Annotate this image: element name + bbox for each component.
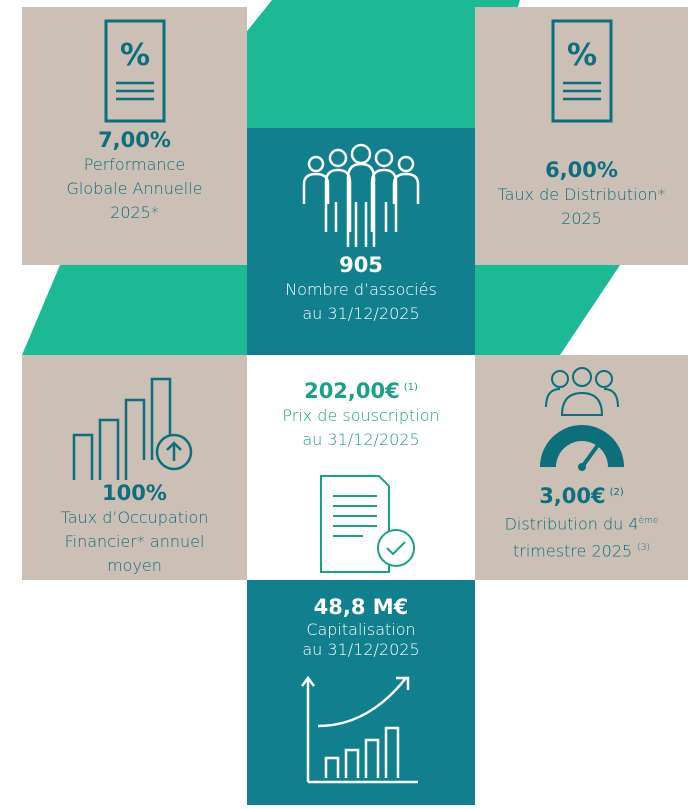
tile-performance: % 7,00% Performance Globale Annuelle 2025* (22, 7, 247, 265)
text: (1) (403, 382, 418, 393)
label: Capitalisation au 31/12/2025 (247, 620, 475, 660)
label: Taux d’Occupation Financier* annuel moyen (22, 506, 247, 578)
tile-capitalisation: 48,8 M€ Capitalisation au 31/12/2025 (247, 580, 475, 805)
text: Performance (83, 155, 186, 174)
text: (3) (637, 543, 651, 554)
text: au 31/12/2025 (302, 430, 420, 449)
text: (2) (609, 487, 624, 498)
value: 202,00€ (1) (247, 375, 475, 404)
text: Nombre d’associés (285, 280, 437, 299)
label: Nombre d’associés au 31/12/2025 (247, 278, 475, 326)
value: 3,00€ (2) (475, 480, 688, 509)
label: Distribution du 4ème trimestre 2025 (3) (475, 509, 688, 564)
value: 100% (102, 481, 167, 505)
value: 7,00% (98, 128, 171, 152)
text: Globale Annuelle (66, 179, 203, 198)
tile-distribution-t4: 3,00€ (2) Distribution du 4ème trimestre 2… (475, 355, 688, 580)
gauge-icon (539, 367, 624, 471)
text: 202,00€ (304, 379, 400, 403)
label: Taux de Distribution* 2025 (475, 183, 688, 231)
tile-prix: 202,00€ (1) Prix de souscription au 31/12/… (247, 355, 475, 580)
text: Taux de Distribution* (497, 185, 666, 204)
tile-associes: 905 Nombre d’associés au 31/12/2025 (247, 128, 475, 355)
text: Capitalisation (306, 620, 416, 639)
text: trimestre 2025 (512, 541, 633, 561)
value: 48,8 M€ (313, 595, 409, 619)
svg-text:%: % (566, 38, 596, 73)
text: Financier* annuel (64, 532, 205, 551)
value: 905 (339, 253, 383, 277)
text: Prix de souscription (282, 406, 440, 425)
label: Prix de souscription au 31/12/2025 (247, 404, 475, 452)
text: au 31/12/2025 (302, 640, 420, 659)
text: ème (638, 516, 659, 526)
document-icon (320, 475, 415, 573)
growth-icon (301, 675, 418, 784)
text: moyen (107, 556, 162, 575)
text: Distribution du 4 (504, 514, 639, 534)
text: 3,00€ (539, 484, 606, 508)
text: 2025* (110, 203, 159, 222)
people-icon (302, 143, 420, 247)
percent-icon: % (551, 19, 612, 123)
text: Taux d’Occupation (60, 508, 209, 527)
tile-distribution: % 6,00% Taux de Distribution* 2025 (475, 7, 688, 265)
label: Performance Globale Annuelle 2025* (22, 153, 247, 225)
value: 6,00% (545, 158, 618, 182)
text: 2025 (561, 209, 602, 228)
percent-icon: % (104, 19, 165, 123)
bars-icon (72, 377, 192, 480)
svg-text:%: % (119, 38, 149, 73)
text: au 31/12/2025 (302, 304, 420, 323)
tile-occupation: 100% Taux d’Occupation Financier* annuel m… (22, 355, 247, 580)
